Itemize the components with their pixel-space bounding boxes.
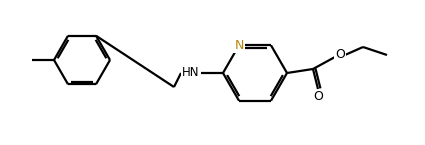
Text: HN: HN [181, 67, 199, 79]
Text: N: N [234, 39, 244, 52]
Text: O: O [335, 48, 345, 61]
Text: O: O [313, 90, 323, 104]
